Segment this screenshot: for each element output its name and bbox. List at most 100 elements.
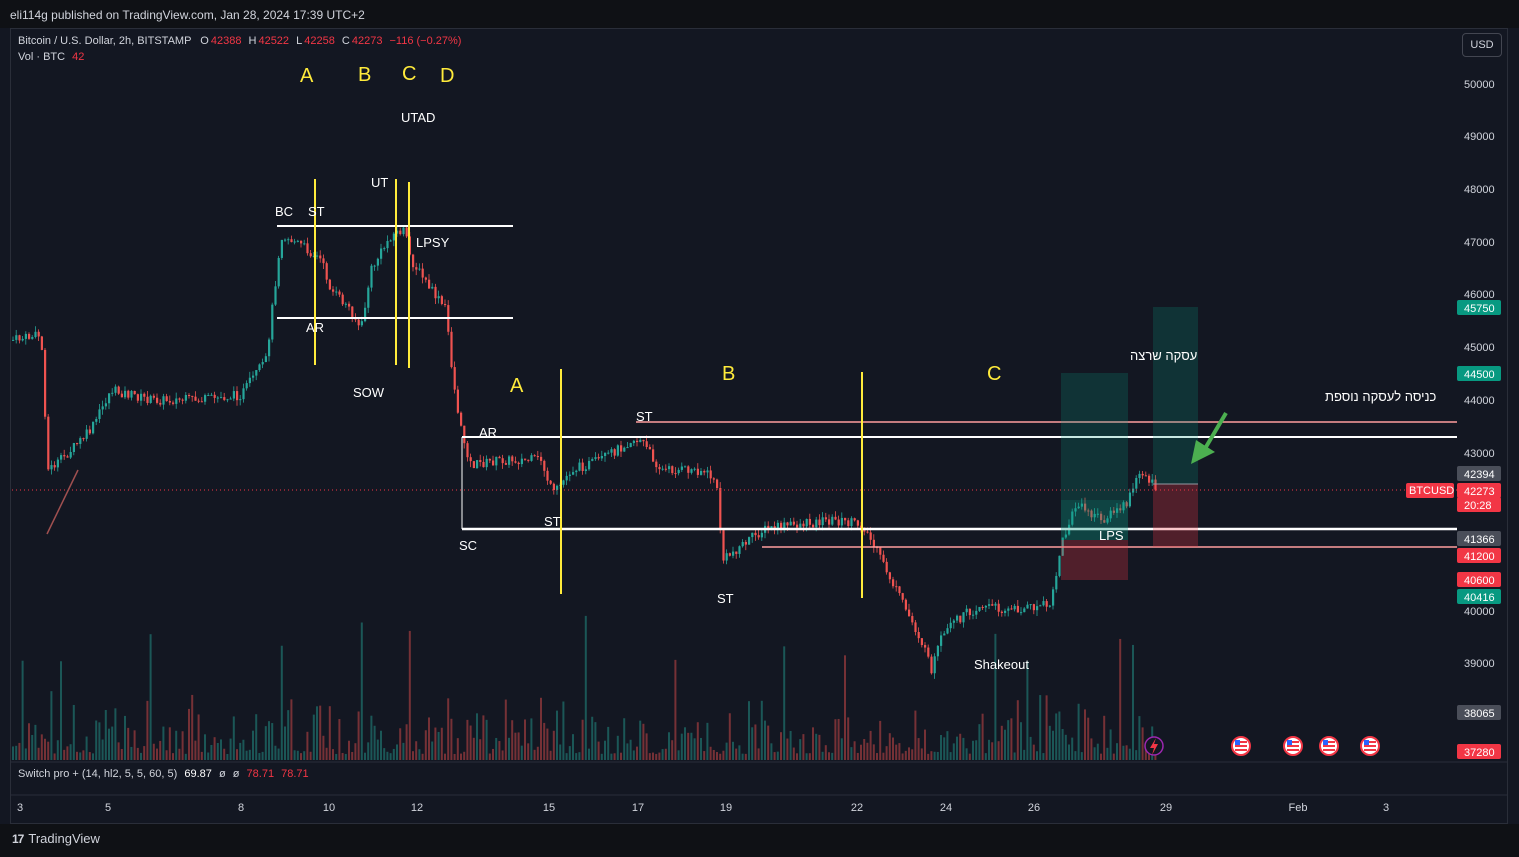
us-flag-icon[interactable]	[1231, 736, 1251, 756]
phase-label-c-top[interactable]: C	[402, 63, 416, 85]
candle-body	[82, 438, 85, 440]
volume-label[interactable]: Vol · BTC	[18, 51, 66, 63]
volume-bar	[956, 736, 958, 760]
volume-bar	[50, 691, 53, 760]
open-label: O	[200, 35, 209, 47]
candle-body	[188, 395, 191, 397]
volume-bar	[975, 740, 978, 760]
candle-body	[972, 614, 975, 616]
long-position-filled[interactable]	[1061, 500, 1128, 540]
long-position-loss[interactable]	[1061, 540, 1128, 580]
hebrew-note-entry[interactable]: כניסה לעסקה נוספת	[1325, 389, 1437, 404]
label-shakeout[interactable]: Shakeout	[974, 657, 1029, 672]
phase-label-c-mid[interactable]: C	[987, 363, 1001, 385]
label-lps[interactable]: LPS	[1099, 528, 1124, 543]
label-bc[interactable]: BC	[275, 204, 293, 219]
candle-body	[664, 468, 667, 470]
candle-body	[24, 333, 27, 339]
lightning-icon[interactable]	[1144, 736, 1164, 756]
candle-body	[850, 518, 853, 526]
label-utad[interactable]: UTAD	[401, 110, 435, 125]
candle-body	[968, 608, 971, 616]
volume-bar	[738, 745, 741, 760]
hebrew-note-trade[interactable]: עסקה שרצה	[1130, 348, 1197, 363]
phase-label-b-mid[interactable]: B	[722, 363, 735, 385]
time-axis[interactable]: 3 5 8 10 12 15 17 19 22 24 26 29 Feb 3	[17, 802, 1389, 814]
label-st-1[interactable]: ST	[308, 204, 325, 219]
candle-body	[133, 390, 136, 395]
label-ar-2[interactable]: AR	[479, 425, 497, 440]
phase-label-a-mid[interactable]: A	[510, 375, 524, 397]
volume-bar	[616, 735, 619, 760]
volume-bar	[24, 748, 27, 760]
candle-body	[952, 620, 955, 623]
label-st-4[interactable]: ST	[717, 591, 734, 606]
volume-bar	[383, 748, 386, 760]
symbol-title[interactable]: Bitcoin / U.S. Dollar, 2h, BITSTAMP	[18, 35, 192, 47]
volume-bar	[1016, 700, 1019, 760]
volume-bar	[530, 718, 533, 760]
label-ut[interactable]: UT	[371, 175, 388, 190]
volume-bar	[773, 752, 776, 760]
price-axis[interactable]: 50000 49000 48000 47000 46000 45000 44000 43000…	[1464, 79, 1495, 670]
us-flag-icon[interactable]	[1319, 736, 1339, 756]
entry-arrow-icon[interactable]	[1191, 411, 1228, 464]
label-st-2[interactable]: ST	[636, 409, 653, 424]
candle-body	[1042, 601, 1045, 606]
candle-body	[706, 470, 709, 473]
candle-body	[623, 447, 626, 452]
volume-bar	[405, 724, 408, 760]
phase-label-d-top[interactable]: D	[440, 65, 454, 87]
candle-body	[418, 268, 421, 270]
long-position-2-loss[interactable]	[1153, 484, 1198, 547]
volume-bar	[556, 710, 558, 760]
candle-body	[556, 485, 559, 490]
volume-bar	[639, 720, 642, 760]
volume-bar	[536, 746, 539, 760]
candle-body	[396, 230, 399, 234]
label-st-3[interactable]: ST	[544, 514, 561, 529]
candle-body	[1109, 510, 1112, 519]
volume-bar	[882, 752, 885, 760]
volume-bar	[527, 743, 530, 760]
us-flag-icon[interactable]	[1283, 736, 1303, 756]
currency-button[interactable]: USD	[1462, 33, 1502, 57]
volume-bar	[303, 751, 306, 760]
candle-body	[335, 291, 338, 293]
oscillator-name[interactable]: Switch pro + (14, hl2, 5, 5, 60, 5)	[18, 768, 178, 780]
candle-body	[716, 479, 719, 489]
volume-bar	[284, 726, 286, 760]
long-position-profit[interactable]	[1061, 373, 1128, 500]
volume-bar	[786, 738, 789, 760]
event-icons[interactable]	[1144, 736, 1380, 756]
volume-bar	[264, 726, 267, 760]
candle-body	[796, 524, 799, 528]
volume-bar	[396, 744, 398, 760]
chart-pane[interactable]	[10, 28, 1508, 824]
candle-body	[607, 452, 610, 454]
trend-line[interactable]	[46, 469, 79, 535]
volume-bar	[373, 725, 376, 760]
phase-label-b-top[interactable]: B	[358, 64, 371, 86]
candle-body	[575, 470, 578, 473]
volume-bar	[732, 741, 734, 760]
candle-body	[1135, 477, 1138, 489]
label-sc[interactable]: SC	[459, 538, 477, 553]
label-lpsy[interactable]: LPSY	[416, 235, 450, 250]
label-ar-1[interactable]: AR	[306, 320, 324, 335]
volume-bar	[120, 748, 123, 760]
volume-bar	[197, 714, 200, 760]
phase-label-a-top[interactable]: A	[300, 65, 314, 87]
candle-body	[1048, 605, 1051, 607]
tradingview-logo[interactable]: 17 TradingView	[12, 831, 100, 846]
label-sow[interactable]: SOW	[353, 385, 385, 400]
long-position-2-profit[interactable]	[1153, 307, 1198, 484]
candle-body	[453, 367, 456, 390]
candle-body	[149, 395, 152, 403]
us-flag-icon[interactable]	[1360, 736, 1380, 756]
volume-bar	[143, 746, 146, 760]
candle-body	[885, 561, 888, 573]
volume-bar	[412, 751, 414, 760]
candle-body	[290, 239, 293, 243]
